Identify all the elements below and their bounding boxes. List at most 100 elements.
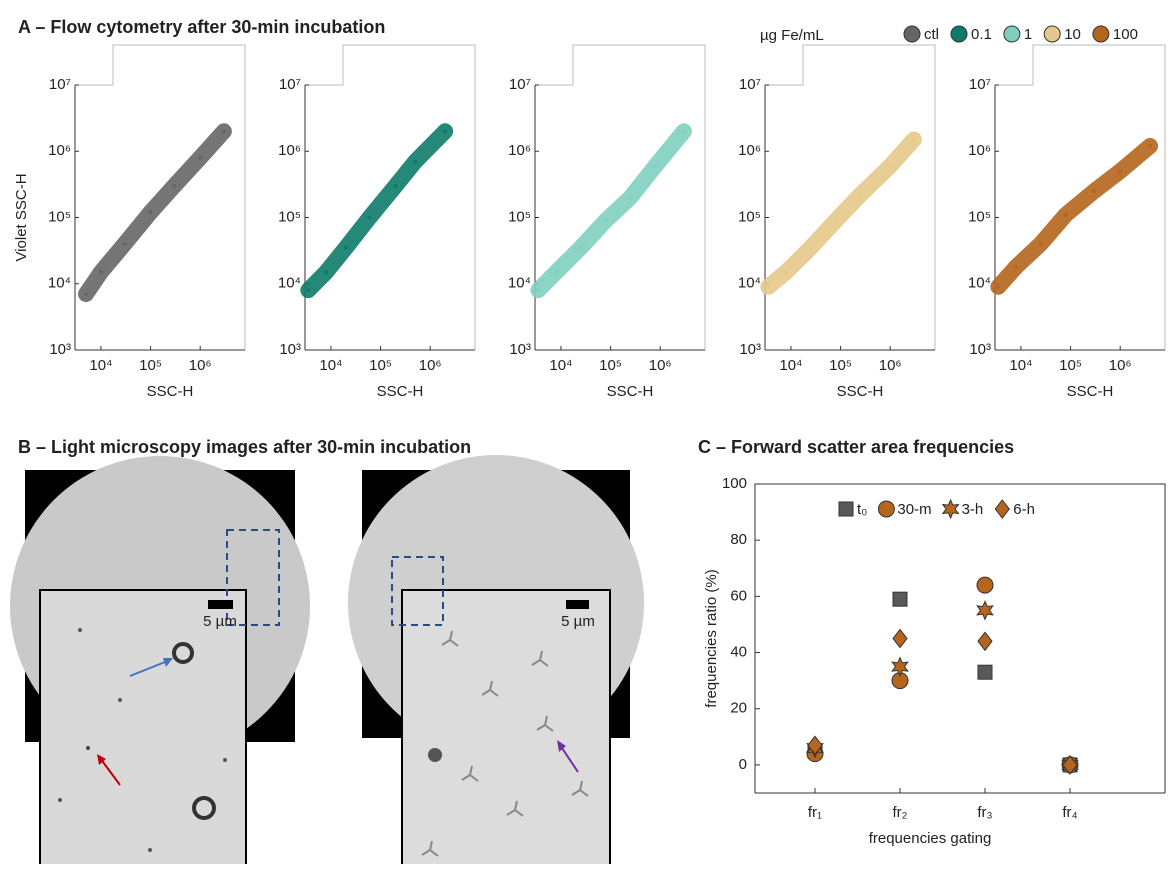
legend-label: 0.1	[971, 26, 992, 43]
y-tick-label: 10⁵	[508, 208, 531, 225]
point	[911, 137, 916, 142]
marker	[976, 600, 994, 621]
point	[148, 210, 153, 215]
point	[1038, 241, 1043, 246]
point	[808, 245, 813, 250]
y-tick-label: 10⁷	[509, 76, 531, 93]
legend-swatch	[903, 25, 921, 43]
legend-label: 10	[1064, 26, 1081, 43]
x-axis-label: SSC-H	[377, 383, 424, 400]
legend-swatch	[838, 501, 854, 517]
x-tick-label: fr₄	[1062, 804, 1077, 821]
y-tick-label: 10⁶	[968, 142, 991, 159]
point	[858, 192, 863, 197]
y-tick-label: 10⁶	[508, 142, 531, 159]
legend-title: µg Fe/mL	[760, 27, 824, 44]
point	[628, 195, 633, 200]
marker	[891, 656, 909, 677]
x-axis-label: SSC-H	[837, 383, 884, 400]
legend-label: ctl	[924, 26, 939, 43]
point	[578, 245, 583, 250]
legend-label: 6-h	[1013, 501, 1035, 518]
x-tick-label: 10⁶	[1109, 357, 1132, 374]
micrograph-right	[348, 455, 644, 869]
y-tick-label: 10⁴	[48, 275, 71, 292]
y-tick-label: 10⁵	[738, 208, 761, 225]
point	[784, 270, 789, 275]
legend-swatch	[1092, 25, 1110, 43]
x-axis-label: SSC-H	[147, 383, 194, 400]
y-tick-label: 10⁵	[968, 208, 991, 225]
legend-swatch	[950, 25, 968, 43]
y-axis-label: frequencies ratio (%)	[703, 569, 720, 707]
plot-frame	[765, 44, 936, 350]
point	[888, 163, 893, 168]
panel-title: C – Forward scatter area frequencies	[698, 437, 1014, 457]
y-tick-label: 10³	[509, 341, 531, 358]
scale-label: 5 µm	[561, 613, 595, 630]
y-tick-label: 10³	[739, 341, 761, 358]
legend-swatch	[1043, 25, 1061, 43]
plot-frame	[305, 44, 476, 350]
panel-b-title: B – Light microscopy images after 30-min…	[18, 437, 471, 457]
plot-frame	[995, 44, 1166, 350]
marker	[977, 631, 993, 652]
point	[221, 129, 226, 134]
y-tick-label: 40	[730, 644, 747, 661]
point	[1148, 144, 1153, 149]
point	[172, 183, 177, 188]
x-tick-label: 10⁴	[1009, 357, 1032, 374]
y-tick-label: 10⁴	[738, 275, 761, 292]
y-tick-label: 10³	[279, 341, 301, 358]
x-tick-label: 10⁴	[319, 357, 342, 374]
legend-label: 1	[1024, 26, 1032, 43]
point	[681, 129, 686, 134]
micrograph-left	[10, 456, 310, 869]
y-tick-label: 10⁷	[49, 76, 71, 93]
point	[443, 129, 448, 134]
y-tick-label: 20	[730, 700, 747, 717]
legend-label: 3-h	[962, 501, 984, 518]
y-tick-label: 10⁴	[508, 275, 531, 292]
y-tick-label: 10⁴	[278, 275, 301, 292]
y-axis-label: Violet SSC-H	[13, 173, 30, 261]
x-tick-label: 10⁴	[779, 357, 802, 374]
y-tick-label: 10⁴	[968, 275, 991, 292]
plot-frame	[754, 483, 1166, 794]
marker	[892, 591, 908, 607]
plot-frame	[75, 44, 246, 350]
x-axis-label: SSC-H	[607, 383, 654, 400]
y-tick-label: 60	[730, 587, 747, 604]
x-tick-label: 10⁵	[829, 357, 852, 374]
x-axis-label: frequencies gating	[869, 830, 992, 847]
y-tick-label: 10⁶	[738, 142, 761, 159]
legend-swatch	[941, 498, 960, 520]
marker	[1062, 755, 1078, 775]
point	[1014, 264, 1019, 269]
legend-label: 100	[1113, 26, 1138, 43]
point	[367, 215, 372, 220]
point	[343, 245, 348, 250]
y-tick-label: 80	[730, 531, 747, 548]
x-tick-label: fr₃	[977, 804, 992, 821]
point	[996, 284, 1001, 289]
x-tick-label: 10⁴	[89, 357, 112, 374]
marker	[892, 628, 908, 649]
y-tick-label: 100	[722, 475, 747, 492]
point	[536, 288, 541, 293]
x-tick-label: 10⁵	[139, 357, 162, 374]
x-tick-label: 10⁶	[189, 357, 212, 374]
y-tick-label: 0	[739, 756, 747, 773]
x-tick-label: 10⁴	[549, 357, 572, 374]
x-tick-label: 10⁵	[1059, 357, 1082, 374]
point	[198, 155, 203, 160]
x-tick-label: 10⁶	[879, 357, 902, 374]
legend-swatch	[994, 499, 1010, 519]
point	[1063, 212, 1068, 217]
legend-swatch	[877, 500, 895, 518]
point	[98, 270, 103, 275]
point	[833, 218, 838, 223]
panel-a-title: A – Flow cytometry after 30-min incubati…	[18, 17, 385, 37]
point	[413, 159, 418, 164]
